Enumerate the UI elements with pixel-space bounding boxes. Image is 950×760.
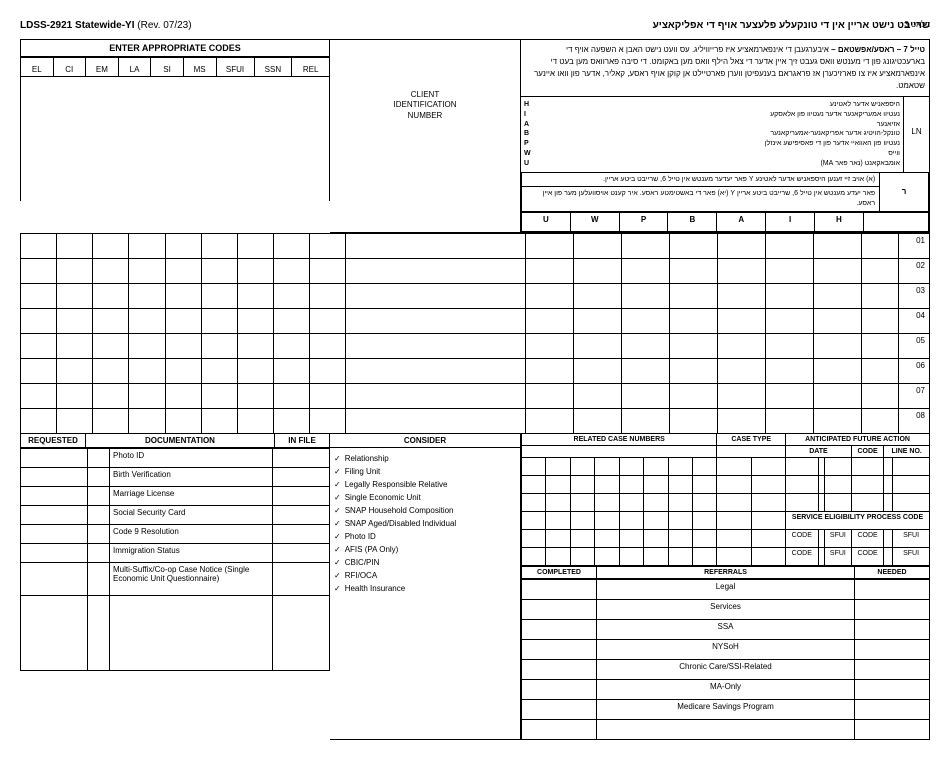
referrals-table[interactable]: LegalServicesSSANYSoHChronic Care/SSI-Re…	[521, 579, 930, 740]
main-data-grid[interactable]: 0102030405060708	[20, 233, 930, 434]
codes-grid: EL CI EM LA SI MS SFUI SSN REL	[20, 57, 330, 77]
documentation-table[interactable]: Photo IDBirth VerificationMarriage Licen…	[20, 448, 330, 671]
form-title: שרייבט נישט אריין אין די טונקעלע פלעצער …	[653, 20, 930, 31]
client-id-block: CLIENTIDENTIFICATIONNUMBER	[330, 39, 521, 233]
form-id: LDSS-2921 Statewide-YI	[20, 20, 134, 31]
race-block: טייל 7 – ראסע/אפשטאם – איבערגעבן די אינפ…	[521, 39, 930, 233]
rev: (Rev. 07/23)	[137, 20, 191, 31]
header: LDSS-2921 Statewide-YI (Rev. 07/23) שריי…	[20, 20, 930, 31]
page-number: בלאט 3	[904, 20, 930, 29]
codes-header: ENTER APPROPRIATE CODES	[20, 39, 330, 57]
consider-block: CONSIDER ✓Relationship✓Filing Unit✓Legal…	[330, 433, 521, 740]
